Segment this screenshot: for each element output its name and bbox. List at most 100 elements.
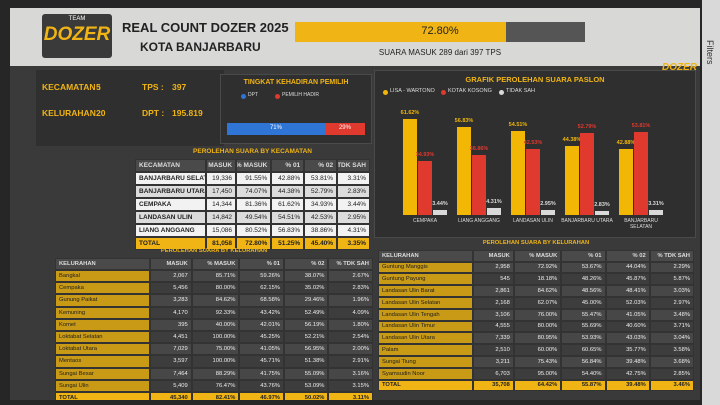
kpi-label: KECAMATAN : (42, 82, 101, 92)
table-cell: 3.31% (337, 171, 370, 185)
table-title: PEROLEHAN SUARA BY KELURAHAN (482, 240, 590, 246)
progress-track: 72.80% (295, 22, 585, 42)
table-cell: 14,842 (205, 210, 237, 224)
table-cell: 41.75% (239, 367, 284, 380)
table-header: % 01 (239, 257, 284, 270)
table-cell: 45.71% (239, 355, 284, 368)
table-header: % MASUK (236, 158, 272, 172)
table-cell: 5.87% (649, 273, 694, 286)
table-cell: 91.55% (236, 171, 272, 185)
table-cell: 76.00% (513, 308, 562, 321)
table-cell: 56.95% (283, 343, 329, 356)
table-cell: 53.93% (561, 332, 606, 345)
legend-label: TIDAK SAH (506, 88, 536, 94)
chart-title: GRAFIK PEROLEHAN SUARA PASLON (465, 75, 605, 84)
table-cell: 52.79% (304, 184, 338, 198)
table-cell: 44.04% (605, 261, 650, 274)
table-cell: Landasan Ulin Tengah (378, 308, 473, 321)
table-cell: 51.25% (271, 236, 305, 250)
table-cell: 74.07% (236, 184, 272, 198)
logo-box (42, 14, 112, 58)
table-cell: 39.48% (605, 379, 650, 392)
table-header: % 02 (605, 249, 650, 262)
table-cell: 40.00% (191, 318, 240, 331)
table-cell: 29.46% (283, 294, 329, 307)
table-cell: 7,029 (150, 343, 192, 356)
attendance-title: TINGKAT KEHADIRAN PEMILIH (243, 79, 349, 86)
table-cell: 72.92% (513, 261, 562, 274)
table-cell: 54.51% (271, 210, 305, 224)
table-cell: TOTAL (55, 392, 151, 400)
legend-swatch (275, 94, 280, 99)
table-header: KECAMATAN (135, 158, 206, 172)
bar (472, 154, 486, 215)
bar (649, 209, 663, 215)
table-cell: 84.62% (191, 294, 240, 307)
table-cell: 55.09% (283, 367, 329, 380)
table-cell: 53.67% (561, 261, 606, 274)
kpi-label: KELURAHAN : (42, 108, 102, 118)
table-cell: 34.93% (304, 197, 338, 211)
table-cell: Komet (55, 318, 151, 331)
bar-label: 54.51% (508, 121, 528, 128)
table-cell: 41.05% (605, 308, 650, 321)
table-cell: 55.47% (561, 308, 606, 321)
progress-caption: SUARA MASUK 289 dari 397 TPS (378, 48, 502, 57)
table-cell: 4,170 (150, 306, 192, 319)
x-tick-label: CEMPAKA (412, 218, 438, 224)
table-cell: 4,555 (472, 320, 514, 333)
table-cell: 2,510 (472, 344, 514, 356)
table-cell: 2,958 (472, 261, 514, 274)
table-cell: 54.40% (561, 367, 606, 380)
title: REAL COUNT DOZER 2025 (122, 20, 289, 35)
table-cell: Gunung Paikat (55, 294, 151, 307)
filters-pane[interactable]: Filters (702, 0, 720, 405)
x-tick-label: LANDASAN ULIN (513, 218, 553, 224)
legend-label: KOTAK KOSONG (448, 88, 492, 94)
table-cell: 5,456 (150, 282, 192, 295)
table-cell: Sungai Ulin (55, 379, 151, 392)
table-cell: Bangkal (55, 270, 151, 283)
table-cell: 42.75% (605, 367, 650, 380)
table-cell: 40.60% (605, 320, 650, 333)
table-cell: 6,703 (472, 367, 514, 380)
table-cell: 52.03% (605, 297, 650, 309)
table-cell: 14,344 (205, 197, 237, 211)
table-cell: Sungai Besar (55, 367, 151, 380)
table-cell: 44.38% (271, 184, 305, 198)
table-cell: 3,211 (472, 356, 514, 368)
table-header: % 02 (283, 257, 329, 270)
bar (541, 210, 555, 215)
table-header: % TDK SAH (649, 249, 694, 262)
table-cell: 43.03% (605, 332, 650, 345)
table-cell: 395 (150, 318, 192, 331)
bar-label: 42.53% (523, 140, 543, 147)
kpi-value: 5 (96, 82, 101, 92)
legend-label: DPT (248, 92, 258, 98)
table-cell: 80.95% (513, 332, 562, 345)
bar-label: 61.62% (400, 110, 420, 117)
table-cell: 62.15% (239, 282, 284, 295)
table-cell: 3.04% (649, 332, 694, 345)
table-header: MASUK (205, 158, 237, 172)
table-cell: Landasan Ulin Utara (378, 332, 473, 345)
bar (511, 130, 525, 215)
table-cell: 35.02% (283, 282, 329, 295)
table-cell: 3,597 (150, 355, 192, 368)
table-header: KELURAHAN (55, 257, 151, 270)
table-cell: 52.21% (283, 331, 329, 344)
table-cell: CEMPAKA (135, 197, 206, 211)
table-cell: 59.26% (239, 270, 284, 283)
table-cell: 56.84% (561, 356, 606, 368)
kpi-panel (36, 70, 224, 146)
sidebar-label[interactable]: Filters (705, 40, 715, 65)
table-cell: 545 (472, 273, 514, 286)
bar (457, 126, 471, 215)
table-cell: 3,106 (472, 308, 514, 321)
table-cell: 95.00% (513, 367, 562, 380)
dashboard: TEAM DOZER REAL COUNT DOZER 2025 KOTA BANJA… (10, 8, 700, 400)
table-cell: 19,336 (205, 171, 237, 185)
table-cell: 51.38% (283, 355, 329, 368)
bar (580, 133, 594, 215)
bar-label: 2.83% (594, 201, 610, 208)
